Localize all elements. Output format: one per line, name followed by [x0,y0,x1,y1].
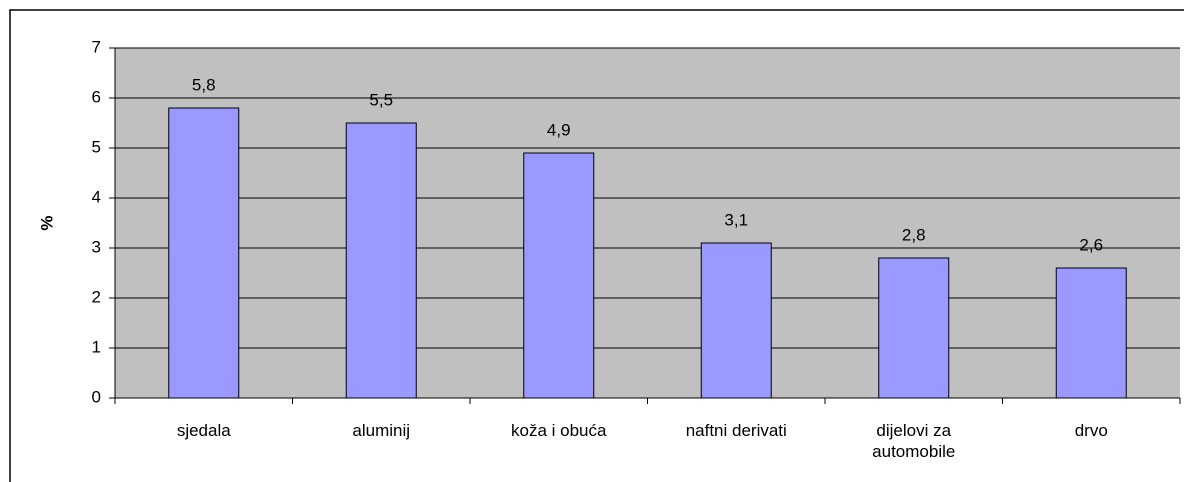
bar [168,107,240,399]
data-label: 2,8 [902,225,926,244]
y-tick-label: 6 [92,87,101,106]
x-tick-label: dijelovi za automobile [872,421,956,461]
bar [1055,267,1127,399]
y-tick-label: 2 [92,287,101,306]
data-label: 5,8 [192,75,216,94]
x-tick-label: sjedala [176,421,231,440]
y-tick-label: 3 [92,237,101,256]
data-label: 2,6 [1079,235,1103,254]
bar [700,242,772,399]
plot-area [115,48,1180,398]
bar [878,257,950,399]
x-tick-label: drvo [1074,421,1108,440]
x-tick-label: aluminij [352,421,411,440]
x-tick-label: koža i obuća [511,421,607,440]
chart-border [9,9,1184,482]
y-tick-label: 5 [92,137,101,156]
y-tick-label: 0 [92,387,101,406]
data-label: 5,5 [369,90,393,109]
y-tick-label: 4 [92,187,101,206]
bar [523,152,595,399]
data-label: 3,1 [724,210,748,229]
y-axis-label: % [37,215,56,230]
bar [345,122,417,399]
y-tick-label: 7 [92,37,101,56]
y-tick-label: 1 [92,337,101,356]
data-label: 4,9 [547,120,571,139]
x-tick-label: naftni derivati [685,421,787,440]
